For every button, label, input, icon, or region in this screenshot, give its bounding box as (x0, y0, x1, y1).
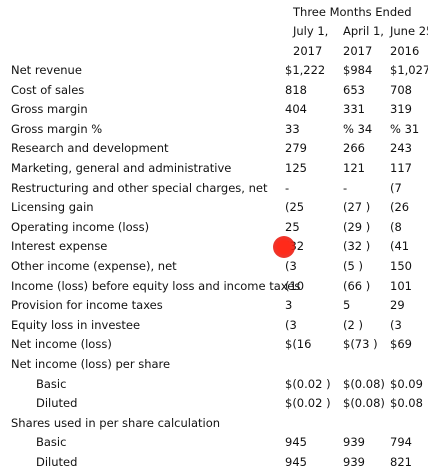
cell-value: 939 (343, 455, 365, 469)
row-label: Marketing, general and administrative (11, 161, 232, 175)
cell-value: $(0.02 ) (285, 396, 331, 411)
column-header: 2016 (390, 44, 420, 58)
column-header: June 25, (390, 24, 428, 38)
cell-value: 33 (285, 121, 300, 136)
cell-value: 266 (343, 141, 365, 156)
cell-value: (7 (390, 180, 402, 195)
cell-value: 25 (285, 219, 300, 234)
cell-value: $984 (343, 63, 373, 77)
cell-value: 29 (390, 298, 405, 313)
row-label: Provision for income taxes (11, 298, 163, 313)
cell-value: 117 (390, 161, 412, 175)
row-label: Shares used in per share calculation (11, 415, 221, 430)
column-header: July 1, (293, 24, 329, 38)
cell-value: $1,027 (390, 63, 428, 77)
cell-value: 821 (390, 455, 412, 469)
cell-value: - (343, 180, 348, 195)
row-label: Other income (expense), net (11, 259, 177, 273)
cell-value: % 31 (390, 121, 420, 136)
cursor-marker (273, 236, 295, 258)
cell-value: 319 (390, 102, 412, 117)
cell-value: 404 (285, 102, 307, 117)
cell-value: (3 (285, 259, 297, 273)
cell-value: (32 ) (343, 239, 371, 254)
cell-value: (8 (390, 219, 402, 234)
cell-value: 5 (343, 298, 351, 313)
row-label: Licensing gain (11, 200, 94, 215)
cell-value: 101 (390, 278, 412, 293)
cell-value: 708 (390, 82, 412, 97)
cell-value: 945 (285, 435, 307, 450)
row-label: Equity loss in investee (11, 317, 141, 332)
cell-value: $0.09 (390, 376, 423, 391)
row-label: Gross margin % (11, 121, 103, 136)
row-label: Income (loss) before equity loss and inc… (11, 278, 301, 293)
row-label: Basic (36, 376, 67, 391)
row-label: Restructuring and other special charges,… (11, 180, 268, 195)
cell-value: 945 (285, 455, 307, 469)
column-header: 2017 (343, 44, 373, 58)
cell-value: (5 ) (343, 259, 363, 273)
cell-value: (3 (285, 317, 297, 332)
cell-value: 279 (285, 141, 307, 156)
column-header: April 1, (343, 24, 384, 38)
row-label: Basic (36, 435, 67, 450)
row-label: Cost of sales (11, 82, 85, 97)
cell-value: (27 ) (343, 200, 371, 215)
cell-value: $(0.02 ) (285, 376, 331, 391)
row-label: Diluted (36, 396, 78, 411)
cell-value: 121 (343, 161, 365, 175)
row-label: Diluted (36, 455, 78, 469)
cell-value: 653 (343, 82, 365, 97)
cell-value: 939 (343, 435, 365, 450)
cell-value: 3 (285, 298, 293, 313)
cell-value: 818 (285, 82, 307, 97)
cell-value: $(16 (285, 337, 312, 352)
cell-value: 243 (390, 141, 412, 156)
cell-value: % 34 (343, 121, 373, 136)
row-label: Net revenue (11, 63, 82, 77)
cell-value: (41 (390, 239, 410, 254)
cell-value: $1,222 (285, 63, 326, 77)
cell-value: (25 (285, 200, 305, 215)
row-label: Net income (loss) per share (11, 357, 171, 371)
cell-value: - (285, 180, 290, 195)
cell-value: (29 ) (343, 219, 371, 234)
column-header: 2017 (293, 44, 323, 58)
cell-value: 794 (390, 435, 412, 450)
cell-value: (10 (285, 278, 305, 293)
cell-value: $69 (390, 337, 412, 352)
cell-value: (26 (390, 200, 410, 215)
cell-value: (2 ) (343, 317, 363, 332)
row-label: Interest expense (11, 239, 108, 254)
cell-value: 150 (390, 259, 412, 273)
cell-value: 331 (343, 102, 365, 117)
cell-value: (66 ) (343, 278, 371, 293)
cell-value: $(0.08) (343, 396, 385, 411)
row-label: Gross margin (11, 102, 88, 117)
cell-value: $(73 ) (343, 337, 378, 352)
row-label: Net income (loss) (11, 337, 112, 352)
cell-value: $(0.08) (343, 376, 385, 391)
row-label: Research and development (11, 141, 169, 156)
cell-value: $0.08 (390, 396, 423, 411)
cell-value: 125 (285, 161, 307, 175)
cell-value: (3 (390, 317, 402, 332)
header-title: Three Months Ended (293, 5, 412, 19)
row-label: Operating income (loss) (11, 219, 150, 234)
